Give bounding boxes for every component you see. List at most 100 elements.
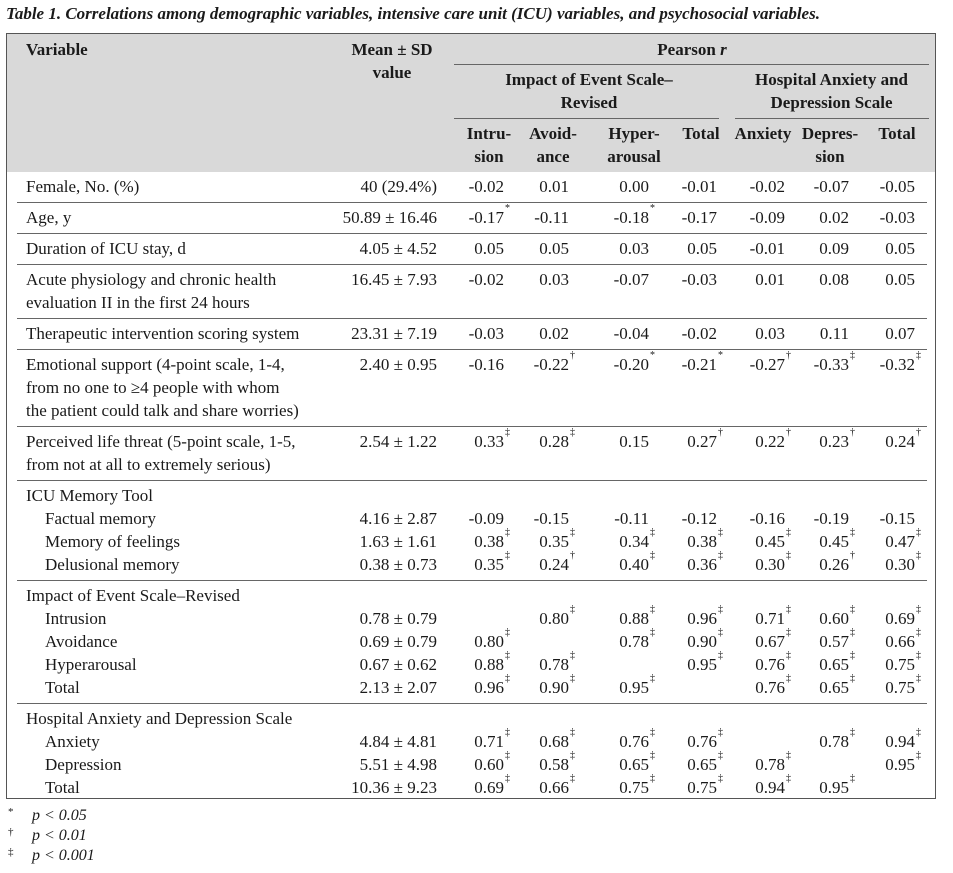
correlation-number: 0.05 bbox=[885, 239, 915, 258]
correlation-number: 0.45 bbox=[819, 532, 849, 551]
footnote-symbol: † bbox=[8, 826, 14, 838]
correlation-value: 0.65 bbox=[749, 653, 849, 676]
correlation-number: 0.94 bbox=[755, 778, 785, 797]
significance-marker: ‡ bbox=[570, 427, 575, 438]
correlation-value: -0.16 bbox=[404, 353, 504, 376]
correlation-number: -0.19 bbox=[813, 509, 849, 528]
significance-marker: ‡ bbox=[718, 773, 723, 784]
correlation-number: 0.65 bbox=[819, 655, 849, 674]
correlation-value: 0.95 bbox=[549, 676, 649, 699]
correlation-number: -0.02 bbox=[468, 177, 504, 196]
correlation-number: 0.65 bbox=[619, 755, 649, 774]
column-header-line2: arousal bbox=[607, 147, 661, 166]
correlation-value: 0.65 bbox=[617, 753, 717, 776]
correlation-value: -0.09 bbox=[404, 507, 504, 530]
correlation-value: 0.01 bbox=[685, 268, 785, 291]
significance-marker: ‡ bbox=[718, 604, 723, 615]
correlation-number: -0.02 bbox=[749, 177, 785, 196]
correlation-value: 0.80 bbox=[404, 630, 504, 653]
significance-marker: ‡ bbox=[850, 627, 855, 638]
column-header-line2: sion bbox=[474, 147, 504, 166]
correlation-number: -0.04 bbox=[613, 324, 649, 343]
correlation-number: 0.11 bbox=[819, 324, 849, 343]
significance-marker: ‡ bbox=[650, 673, 655, 684]
correlation-number: 0.60 bbox=[474, 755, 504, 774]
correlation-value: 0.90 bbox=[617, 630, 717, 653]
correlation-number: 0.69 bbox=[474, 778, 504, 797]
row-mean-sd: 40 (29.4%) bbox=[360, 177, 437, 196]
significance-marker: ‡ bbox=[786, 604, 791, 615]
group-row-mean-sd: 0.38 ± 0.73 bbox=[359, 555, 437, 574]
correlation-number: -0.21 bbox=[681, 355, 717, 374]
row-divider bbox=[17, 202, 927, 203]
significance-marker: ‡ bbox=[718, 627, 723, 638]
correlation-value: -0.27 bbox=[685, 353, 785, 376]
correlation-number: -0.02 bbox=[468, 270, 504, 289]
significance-marker: ‡ bbox=[850, 650, 855, 661]
significance-marker: ‡ bbox=[650, 773, 655, 784]
correlation-number: -0.12 bbox=[681, 509, 717, 528]
significance-marker: ‡ bbox=[916, 350, 921, 361]
correlation-number: 0.05 bbox=[474, 239, 504, 258]
row-mean-sd: 23.31 ± 7.19 bbox=[351, 324, 437, 343]
significance-marker: ‡ bbox=[786, 627, 791, 638]
group-row-mean-sd: 0.69 ± 0.79 bbox=[359, 632, 437, 651]
correlation-number: 0.47 bbox=[885, 532, 915, 551]
correlation-value: 0.05 bbox=[404, 237, 504, 260]
significance-marker: ‡ bbox=[650, 550, 655, 561]
group-row-label: Total bbox=[45, 678, 80, 697]
correlation-number: 0.95 bbox=[885, 755, 915, 774]
correlation-value: 0.80 bbox=[469, 607, 569, 630]
correlation-value: -0.19 bbox=[749, 507, 849, 530]
correlation-value: -0.21 bbox=[617, 353, 717, 376]
correlation-number: -0.09 bbox=[468, 509, 504, 528]
group-row-mean-sd: 4.84 ± 4.81 bbox=[359, 732, 437, 751]
correlation-value: -0.15 bbox=[815, 507, 915, 530]
correlation-value: 0.76 bbox=[617, 730, 717, 753]
correlation-value: 0.01 bbox=[469, 175, 569, 198]
correlation-number: 0.05 bbox=[687, 239, 717, 258]
footnote: p < 0.01 bbox=[32, 826, 87, 846]
correlation-value: -0.07 bbox=[749, 175, 849, 198]
group-row-label: Intrusion bbox=[45, 609, 107, 628]
correlation-number: 0.22 bbox=[755, 432, 785, 451]
table-header-background bbox=[7, 34, 935, 172]
column-header-line2: ance bbox=[536, 147, 570, 166]
correlation-value: 0.95 bbox=[815, 753, 915, 776]
correlation-number: 0.38 bbox=[474, 532, 504, 551]
correlation-number: 0.80 bbox=[539, 609, 569, 628]
correlation-number: 0.07 bbox=[885, 324, 915, 343]
significance-marker: ‡ bbox=[916, 604, 921, 615]
significance-marker: ‡ bbox=[850, 673, 855, 684]
correlation-value: 0.78 bbox=[685, 753, 785, 776]
correlation-number: 0.65 bbox=[819, 678, 849, 697]
correlation-value: 0.71 bbox=[685, 607, 785, 630]
correlation-number: 0.75 bbox=[619, 778, 649, 797]
correlation-number: -0.11 bbox=[614, 509, 649, 528]
correlation-value: 0.94 bbox=[685, 776, 785, 799]
significance-marker: ‡ bbox=[786, 773, 791, 784]
significance-marker: ‡ bbox=[505, 673, 510, 684]
significance-marker: † bbox=[570, 550, 575, 561]
column-header: Intru- bbox=[466, 124, 512, 143]
significance-marker: ‡ bbox=[786, 527, 791, 538]
group-row-label: Factual memory bbox=[45, 509, 156, 528]
correlation-number: -0.15 bbox=[879, 509, 915, 528]
significance-marker: ‡ bbox=[650, 627, 655, 638]
correlation-value: 0.11 bbox=[749, 322, 849, 345]
correlation-number: 0.80 bbox=[474, 632, 504, 651]
significance-marker: ‡ bbox=[505, 550, 510, 561]
correlation-number: -0.27 bbox=[749, 355, 785, 374]
significance-marker: ‡ bbox=[850, 773, 855, 784]
significance-marker: ‡ bbox=[718, 650, 723, 661]
correlation-number: 0.05 bbox=[885, 270, 915, 289]
row-label: Therapeutic intervention scoring system bbox=[26, 324, 300, 343]
group-title: Hospital Anxiety and Depression Scale bbox=[26, 709, 293, 728]
correlation-value: 0.71 bbox=[404, 730, 504, 753]
group-row-label: Depression bbox=[45, 755, 122, 774]
column-header: Total bbox=[878, 124, 916, 143]
footnote-symbol: ‡ bbox=[8, 846, 14, 858]
significance-marker: ‡ bbox=[786, 673, 791, 684]
group-row-label: Hyperarousal bbox=[45, 655, 137, 674]
correlation-value: -0.03 bbox=[617, 268, 717, 291]
